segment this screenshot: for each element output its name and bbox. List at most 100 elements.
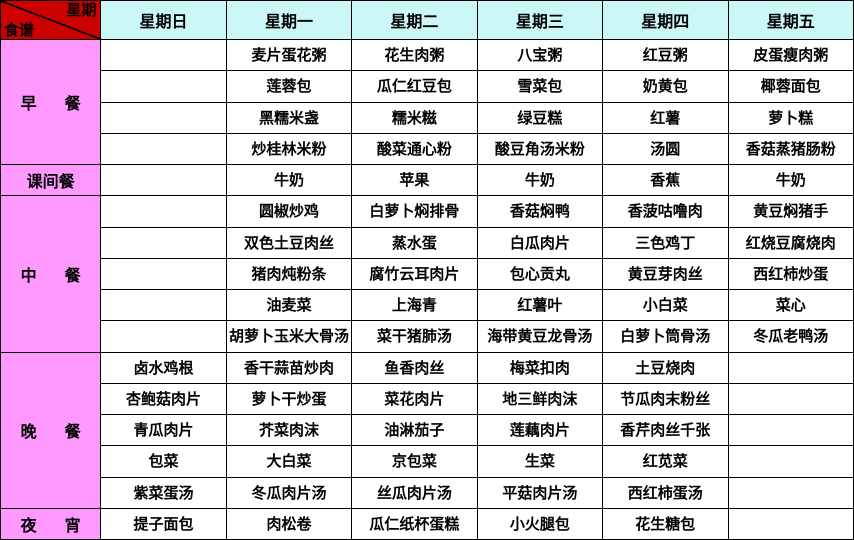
dish-cell: 黄豆焖猪手 [727, 195, 854, 228]
dish-cell-empty [727, 413, 854, 447]
dish-cell: 丝瓜肉片汤 [351, 476, 478, 509]
table-row: 早 餐 麦片蛋花粥 花生肉粥 八宝粥 红豆粥 皮蛋瘦肉粥 [0, 38, 854, 165]
dish-cell: 杏鲍菇肉片 [100, 382, 227, 416]
diagonal-divider-icon [1, 1, 100, 39]
dish-cell: 麦片蛋花粥 [225, 38, 353, 72]
corner-header-cell: 星期 食谱 [0, 0, 102, 40]
dish-cell: 西红柿炒蛋 [727, 257, 854, 291]
day-header-sunday: 星期日 [100, 0, 227, 40]
dish-cell: 肉松卷 [225, 507, 353, 540]
dish-cell-empty [100, 132, 227, 166]
dish-cell-empty [100, 195, 227, 228]
corner-label-menu: 食谱 [4, 21, 35, 39]
table-row: 胡萝卜玉米大骨汤 菜干猪肺汤 海带黄豆龙骨汤 白萝卜筒骨汤 冬瓜老鸭汤 [1, 320, 854, 353]
dish-cell-empty [100, 226, 227, 259]
dish-cell: 海带黄豆龙骨汤 [476, 320, 604, 353]
dish-cell: 京包菜 [351, 445, 478, 478]
dish-cell: 红薯叶 [476, 288, 604, 322]
dish-cell-empty [727, 476, 854, 509]
meal-label-morning-snack: 课间餐 [0, 163, 102, 197]
dish-cell: 油淋茄子 [351, 413, 478, 447]
dish-cell: 苹果 [351, 163, 478, 197]
dish-cell-empty [727, 351, 854, 384]
table-row: 中 餐 圆椒炒鸡 白萝卜焖排骨 香菇焖鸭 香菠咕噜肉 黄豆焖猪手 [0, 195, 854, 353]
dish-cell: 青瓜肉片 [100, 413, 227, 447]
dish-cell: 蒸水蛋 [351, 226, 478, 259]
table-row: 晚 餐卤水鸡根 香干蒜苗炒肉 鱼香肉丝 梅菜扣肉 土豆烧肉 [0, 351, 854, 509]
dish-cell: 包菜 [100, 445, 227, 478]
day-header-monday: 星期一 [225, 0, 353, 40]
dish-cell: 莲蓉包 [225, 70, 353, 103]
dish-cell-empty [100, 101, 227, 134]
dish-cell: 冬瓜肉片汤 [225, 476, 353, 509]
table-row: 油麦菜 上海青 红薯叶 小白菜 菜心 [1, 288, 854, 322]
dish-cell: 香菇焖鸭 [476, 195, 604, 228]
dish-cell: 大白菜 [225, 445, 353, 478]
dish-cell: 白瓜肉片 [476, 226, 604, 259]
dish-cell: 腐竹云耳肉片 [351, 257, 478, 291]
dish-cell: 牛奶 [727, 163, 854, 197]
dish-cell: 红薯 [602, 101, 729, 134]
dish-cell: 猪肉炖粉条 [225, 257, 353, 291]
dish-cell: 三色鸡丁 [602, 226, 729, 259]
dish-cell: 酸菜通心粉 [351, 132, 478, 166]
dish-cell: 圆椒炒鸡 [225, 195, 353, 228]
dish-cell-empty [100, 288, 227, 322]
dish-cell: 糯米糍 [351, 101, 478, 134]
dish-cell: 双色土豆肉丝 [225, 226, 353, 259]
dish-cell: 菜花肉片 [351, 382, 478, 416]
dish-cell: 瓜仁红豆包 [351, 70, 478, 103]
dish-cell: 平菇肉片汤 [476, 476, 604, 509]
table-row: 双色土豆肉丝 蒸水蛋 白瓜肉片 三色鸡丁 红烧豆腐烧肉 [1, 226, 854, 259]
dish-cell: 椰蓉面包 [727, 70, 854, 103]
table-row: 炒桂林米粉 酸菜通心粉 酸豆角汤米粉 汤圆 香菇蒸猪肠粉 [1, 132, 854, 166]
dish-cell: 土豆烧肉 [602, 351, 729, 384]
day-header-friday: 星期五 [727, 0, 854, 40]
dish-cell: 萝卜糕 [727, 101, 854, 134]
dish-cell: 香菇蒸猪肠粉 [727, 132, 854, 166]
dish-cell-empty [100, 320, 227, 353]
dish-cell: 八宝粥 [476, 38, 604, 72]
day-header-thursday: 星期四 [602, 0, 729, 40]
table-header-row: 星期 食谱 星期日 星期一 星期二 星期三 星期四 星期五 [0, 0, 854, 40]
dish-cell: 红豆粥 [602, 38, 729, 72]
table-row: 杏鲍菇肉片 萝卜干炒蛋 菜花肉片 地三鲜肉沫 节瓜肉末粉丝 [1, 382, 854, 416]
dish-cell: 白萝卜筒骨汤 [602, 320, 729, 353]
dish-cell: 西红柿蛋汤 [602, 476, 729, 509]
dish-cell: 炒桂林米粉 [225, 132, 353, 166]
dish-cell: 香蕉 [602, 163, 729, 197]
dish-cell-empty [100, 257, 227, 291]
dish-cell-empty [727, 445, 854, 478]
dish-cell: 莲藕肉片 [476, 413, 604, 447]
dish-cell: 汤圆 [602, 132, 729, 166]
dish-cell: 皮蛋瘦肉粥 [727, 38, 854, 72]
dish-cell-empty [727, 382, 854, 416]
dish-cell: 卤水鸡根 [100, 351, 227, 384]
day-header-wednesday: 星期三 [476, 0, 604, 40]
corner-label-weekday: 星期 [66, 1, 97, 19]
dish-cell: 红苋菜 [602, 445, 729, 478]
dish-cell-empty [100, 38, 227, 72]
table-row: 课间餐 牛奶 苹果 牛奶 香蕉 牛奶 [0, 163, 854, 197]
dish-cell: 油麦菜 [225, 288, 353, 322]
table-row: 猪肉炖粉条 腐竹云耳肉片 包心贡丸 黄豆芽肉丝 西红柿炒蛋 [1, 257, 854, 291]
dish-cell-empty [100, 163, 227, 197]
dish-cell: 萝卜干炒蛋 [225, 382, 353, 416]
dish-cell-empty [100, 70, 227, 103]
dish-cell: 提子面包 [100, 507, 227, 540]
dish-cell: 雪菜包 [476, 70, 604, 103]
day-header-tuesday: 星期二 [351, 0, 478, 40]
dish-cell: 酸豆角汤米粉 [476, 132, 604, 166]
meal-label-breakfast: 早 餐 [0, 39, 102, 165]
dish-cell: 菜心 [727, 288, 854, 322]
dish-cell: 冬瓜老鸭汤 [727, 320, 854, 353]
menu-body: 早 餐 麦片蛋花粥 花生肉粥 八宝粥 红豆粥 皮蛋瘦肉粥 莲蓉包 瓜仁红豆包 雪菜包 奶黄包 椰蓉面… [0, 38, 854, 540]
dish-cell: 节瓜肉末粉丝 [602, 382, 729, 416]
table-row: 夜 宵提子面包 肉松卷 瓜仁纸杯蛋糕 小火腿包 花生糖包 [0, 507, 854, 540]
dish-cell: 鱼香肉丝 [351, 351, 478, 384]
table-row: 紫菜蛋汤 冬瓜肉片汤 丝瓜肉片汤 平菇肉片汤 西红柿蛋汤 [1, 476, 854, 509]
meal-label-lunch: 中 餐 [0, 195, 102, 353]
dish-cell: 菜干猪肺汤 [351, 320, 478, 353]
dish-cell: 紫菜蛋汤 [100, 476, 227, 509]
